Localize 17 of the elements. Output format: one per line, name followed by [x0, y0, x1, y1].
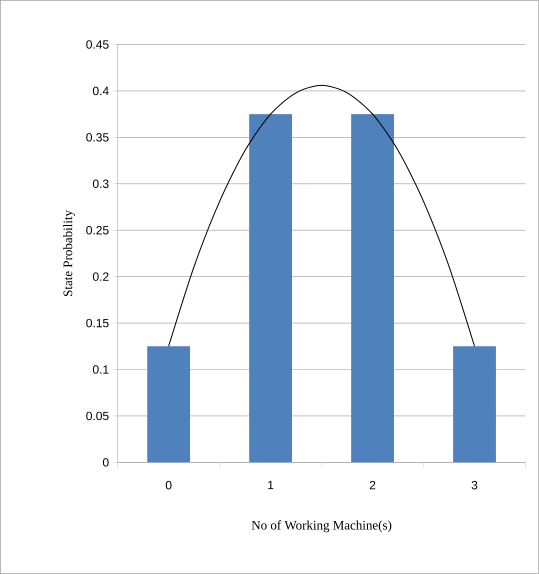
line-series — [168, 84, 476, 347]
y-tick-label: 0.25 — [86, 226, 109, 234]
y-tick-label: 0 — [102, 458, 109, 467]
y-tick-label: 0.2 — [92, 272, 109, 281]
y-axis-title: State Probability — [63, 210, 75, 296]
x-tick-label: 2 — [370, 480, 376, 490]
y-tick-label: 0.1 — [92, 365, 109, 374]
y-tick-label: 0.15 — [86, 318, 109, 328]
y-tick-label: 0.35 — [86, 133, 109, 142]
x-tick-label: 3 — [472, 480, 478, 490]
y-tick-label: 0.45 — [86, 40, 109, 49]
x-tick-label: 1 — [268, 480, 274, 490]
y-tick-label: 0.4 — [92, 86, 109, 96]
y-tick-label: 0.05 — [86, 412, 109, 420]
x-axis-title: No of Working Machine(s) — [252, 520, 392, 532]
x-tick-label: 0 — [166, 480, 172, 490]
y-tick-label: 0.3 — [92, 180, 109, 188]
